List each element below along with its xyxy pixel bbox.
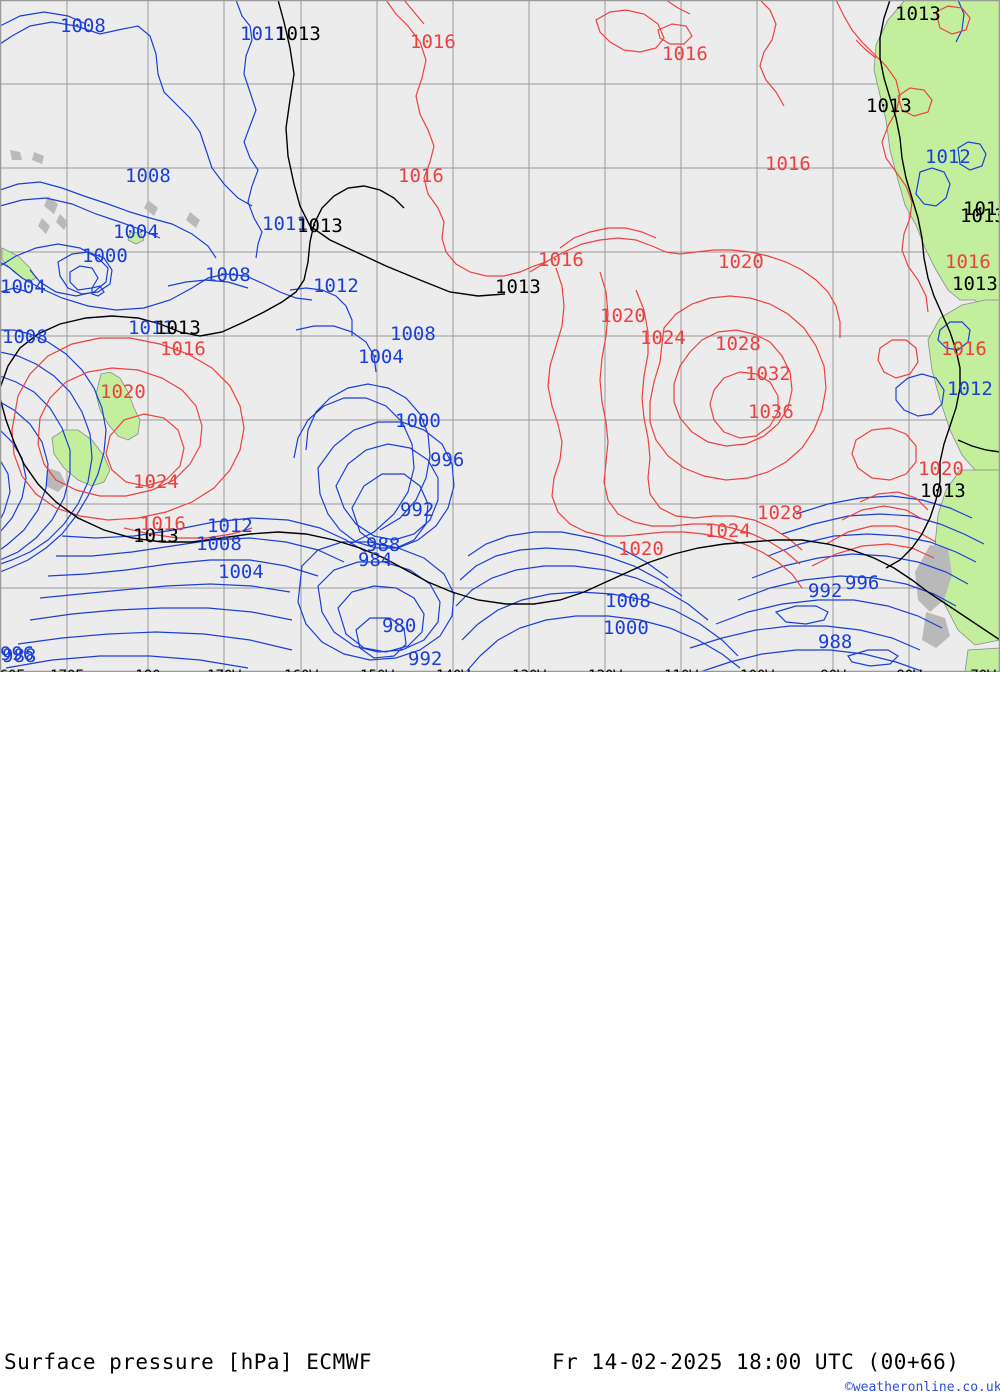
isobar-label: 1011 (262, 213, 308, 235)
isobar-label: 1020 (100, 381, 146, 403)
isobar-label: 1020 (600, 305, 646, 327)
page-title: Surface pressure [hPa] ECMWF (4, 1350, 373, 1374)
copyright-credit: ©weatheronline.co.uk (845, 1380, 1000, 1395)
isobar-label: 1032 (745, 363, 791, 385)
isobar-label: 1016 (662, 43, 708, 65)
valid-time-label: Fr 14-02-2025 18:00 UTC (00+66) (552, 1350, 960, 1374)
isobar-label: 1011 (128, 317, 174, 339)
isobar-label: 1013 (963, 198, 1000, 220)
isobar-label: 1011 (240, 23, 286, 45)
isobar-label: 1016 (945, 251, 991, 273)
isobar-label: 984 (358, 549, 392, 571)
isobar-label: 1016 (140, 513, 186, 535)
isobar-label: 1016 (941, 338, 987, 360)
isobar-label: 1013 (155, 317, 201, 339)
isobar-label: 1008 (60, 15, 106, 37)
isobar-label: 1013 (952, 273, 998, 295)
isobar-label: 1013 (275, 23, 321, 45)
isobar-label: 1012 (313, 275, 359, 297)
isobar-label: 1013 (895, 3, 941, 25)
isobar-label: 1013 (920, 480, 966, 502)
isobar-label: 1004 (113, 221, 159, 243)
isobar-label: 992 (400, 499, 434, 521)
isobar-label: 1013 (133, 525, 179, 547)
isobar-label: 1008 (205, 264, 251, 286)
isobar-label: 1016 (398, 165, 444, 187)
isobar-label: 1016 (538, 249, 584, 271)
isobar-label: 1020 (618, 538, 664, 560)
isobar-label: 1008 (196, 533, 242, 555)
isobar-label: 1024 (705, 520, 751, 542)
isobar-label: 1020 (718, 251, 764, 273)
isobar-label: 1008 (2, 326, 48, 348)
isobar-label: 1013 (495, 276, 541, 298)
isobar-label: 1028 (757, 502, 803, 524)
isobar-label: 1004 (358, 346, 404, 368)
isobar-label: 988 (2, 645, 36, 667)
coastline-detail (277, 0, 506, 297)
isobar-label: 980 (382, 615, 416, 637)
map-footer: Surface pressure [hPa] ECMWF Fr 14-02-20… (0, 672, 1000, 1395)
isobar-label: 988 (818, 631, 852, 653)
isobar-label: 1028 (715, 333, 761, 355)
isobar-label: 1016 (160, 338, 206, 360)
isobar-label: 1012 (947, 378, 993, 400)
isobar-label: 1008 (125, 165, 171, 187)
isobar-label: 1013 (960, 205, 1000, 227)
isobar-label: 992 (808, 580, 842, 602)
isobar-label: 1020 (918, 458, 964, 480)
pressure-map-canvas[interactable]: 1008 1011 1013 1016 1016 1008 1016 1016 1013 1013… (0, 0, 1000, 672)
isobar-label: 1000 (82, 245, 128, 267)
isobar-label: 1016 (410, 31, 456, 53)
isobar-label: 1004 (0, 276, 46, 298)
isobar-label: 1036 (748, 401, 794, 423)
isobar-1013-reference (0, 0, 1000, 641)
isobar-label: 1000 (395, 410, 441, 432)
isobar-label: 1008 (390, 323, 436, 345)
isobar-label: 1012 (207, 515, 253, 537)
isobar-label: 1013 (297, 215, 343, 237)
isobar-label: 996 (845, 572, 879, 594)
isobars-high-pressure (11, 0, 971, 589)
isobar-label: 1024 (133, 471, 179, 493)
isobar-label: 1016 (765, 153, 811, 175)
isobar-label: 988 (366, 534, 400, 556)
isobar-label: 996 (430, 449, 464, 471)
isobar-label: 1024 (640, 327, 686, 349)
isobar-label: 1008 (605, 590, 651, 612)
isobar-label: 1013 (866, 95, 912, 117)
isobar-label: 996 (0, 643, 34, 665)
isobar-label: 1012 (925, 146, 971, 168)
isobar-label: 1000 (603, 617, 649, 639)
isobar-label: 1004 (218, 561, 264, 583)
isobar-label: 992 (408, 648, 442, 670)
